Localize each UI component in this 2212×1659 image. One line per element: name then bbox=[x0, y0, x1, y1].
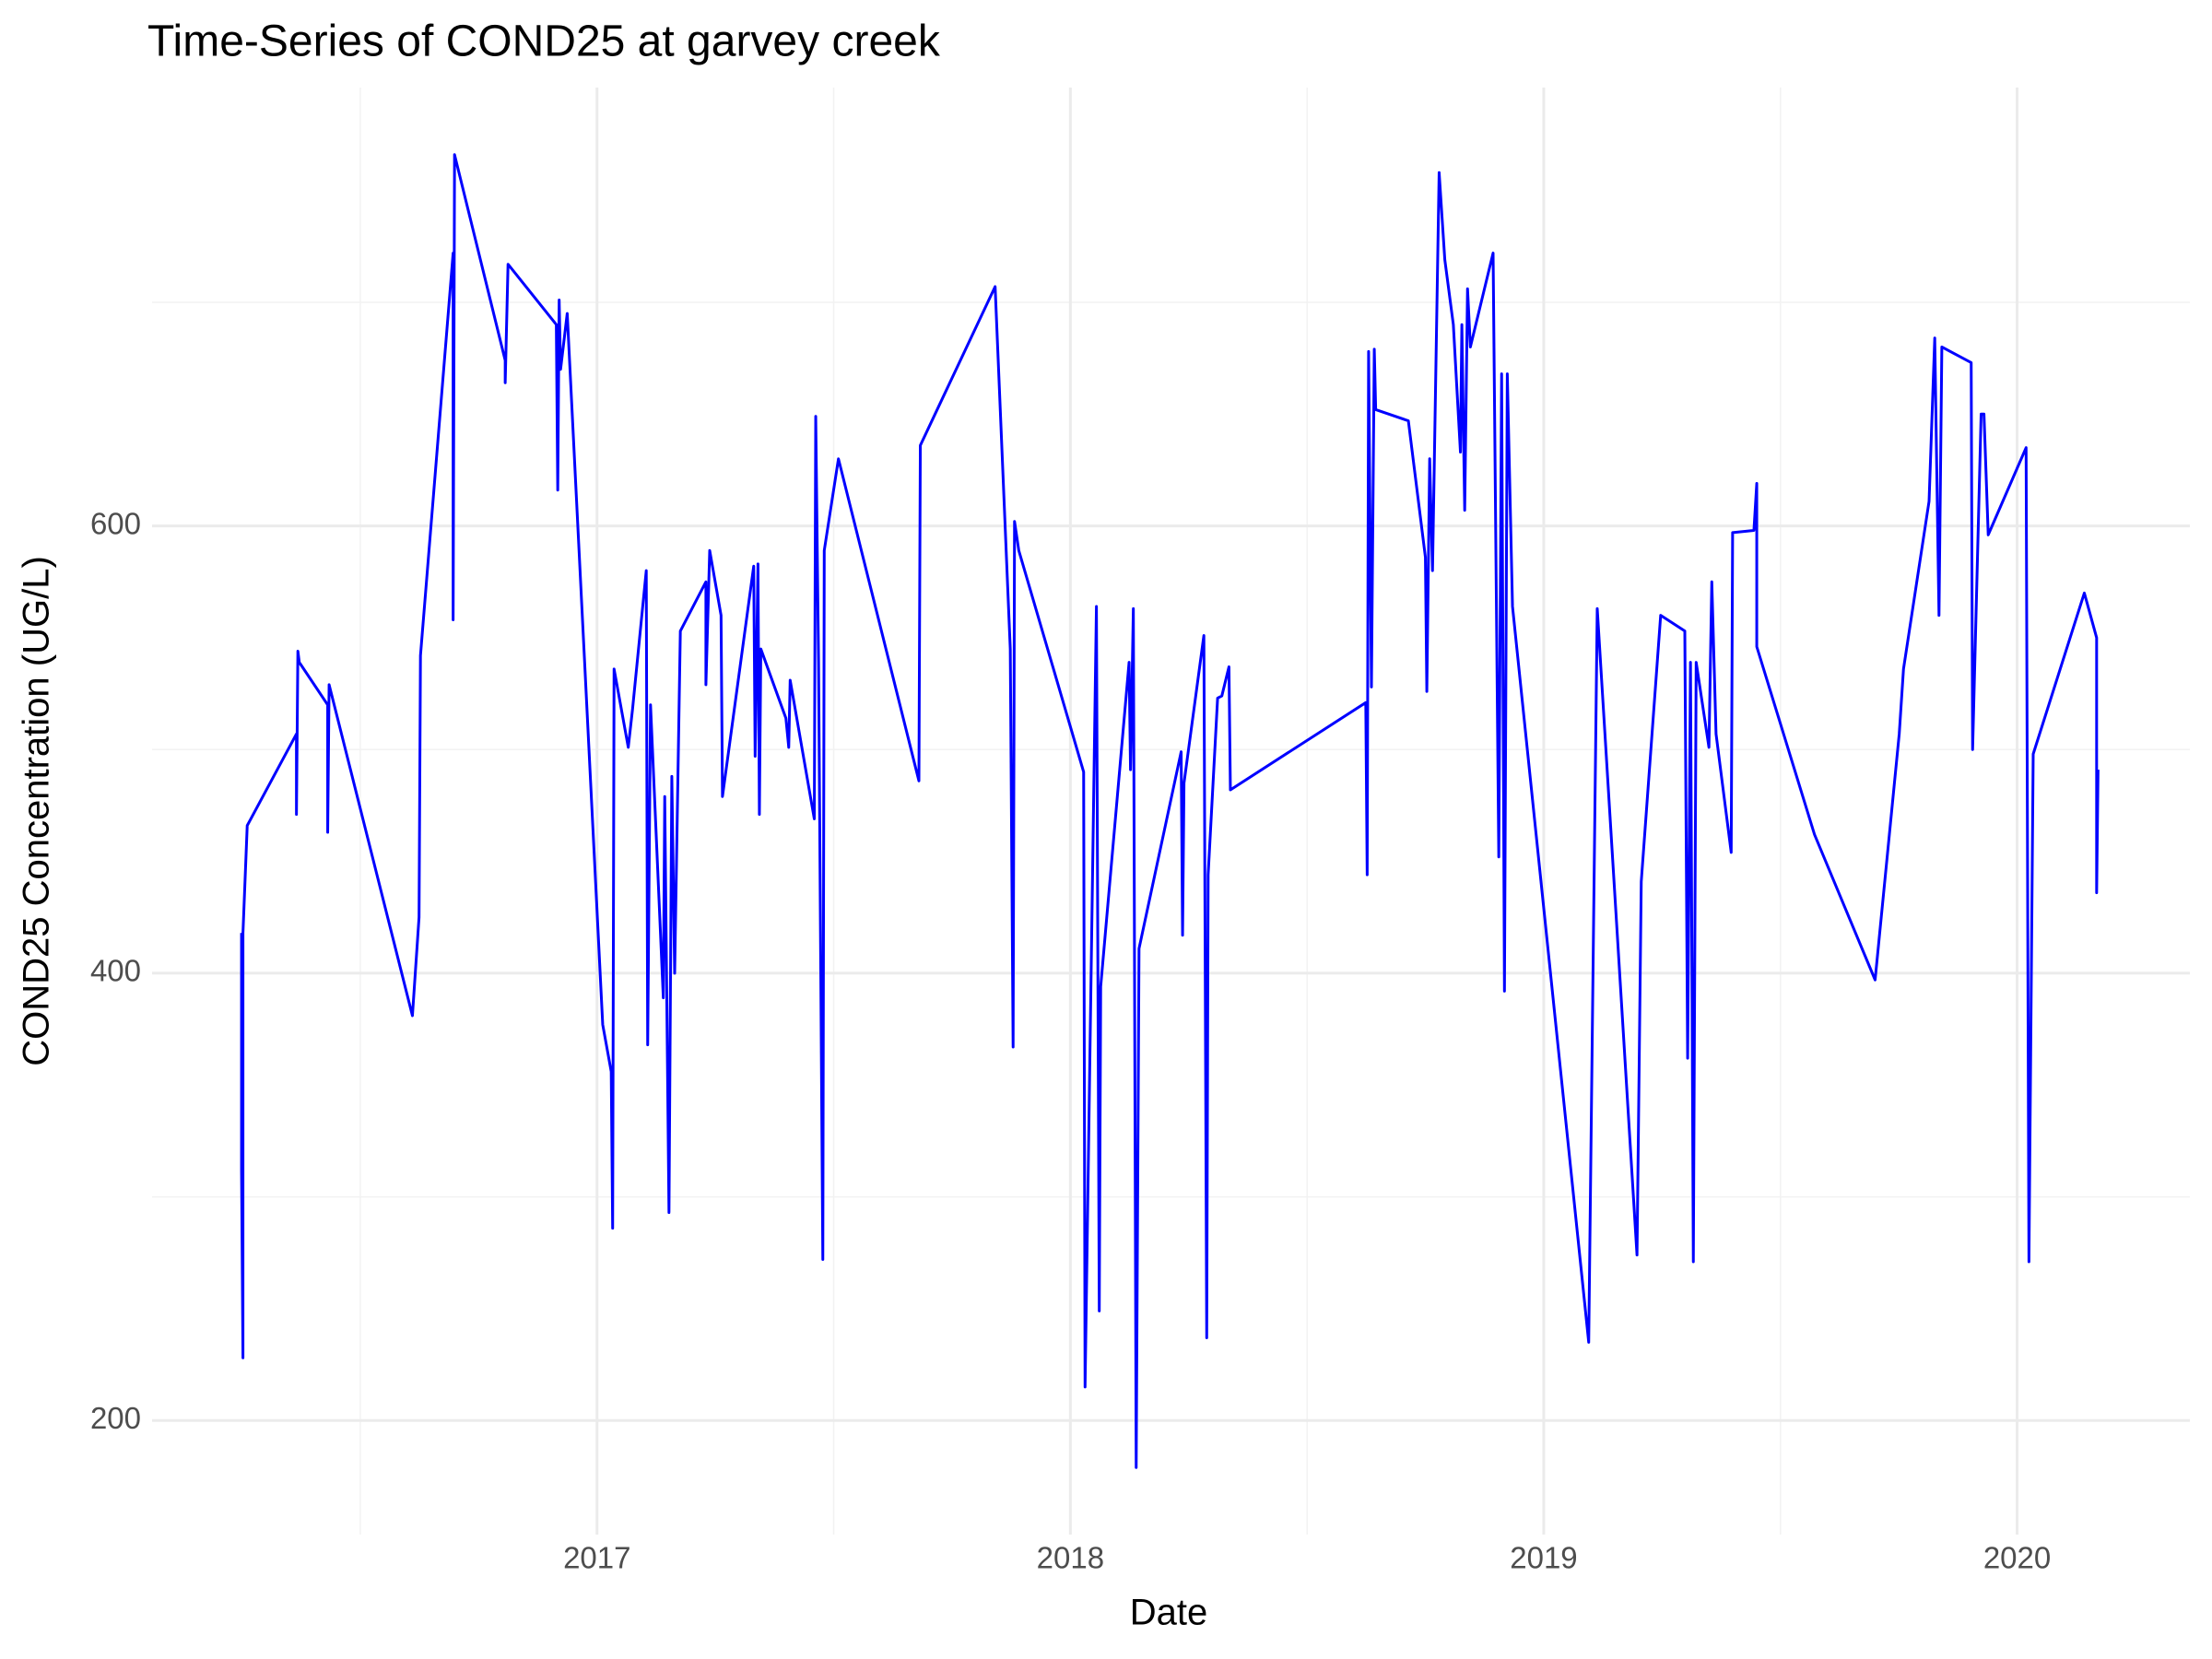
chart-title: Time-Series of COND25 at garvey creek bbox=[147, 18, 941, 66]
x-axis-label: Date bbox=[1130, 1593, 1208, 1633]
data-line bbox=[240, 153, 2100, 1469]
y-tick-label: 600 bbox=[90, 506, 141, 540]
y-tick-label: 400 bbox=[90, 954, 141, 988]
y-tick-label: 200 bbox=[90, 1401, 141, 1435]
x-tick-label: 2017 bbox=[563, 1541, 630, 1575]
x-tick-label: 2019 bbox=[1510, 1541, 1577, 1575]
y-axis-label: COND25 Concentration (UG/L) bbox=[17, 556, 57, 1066]
x-tick-label: 2020 bbox=[1983, 1541, 2051, 1575]
x-tick-label: 2018 bbox=[1037, 1541, 1104, 1575]
